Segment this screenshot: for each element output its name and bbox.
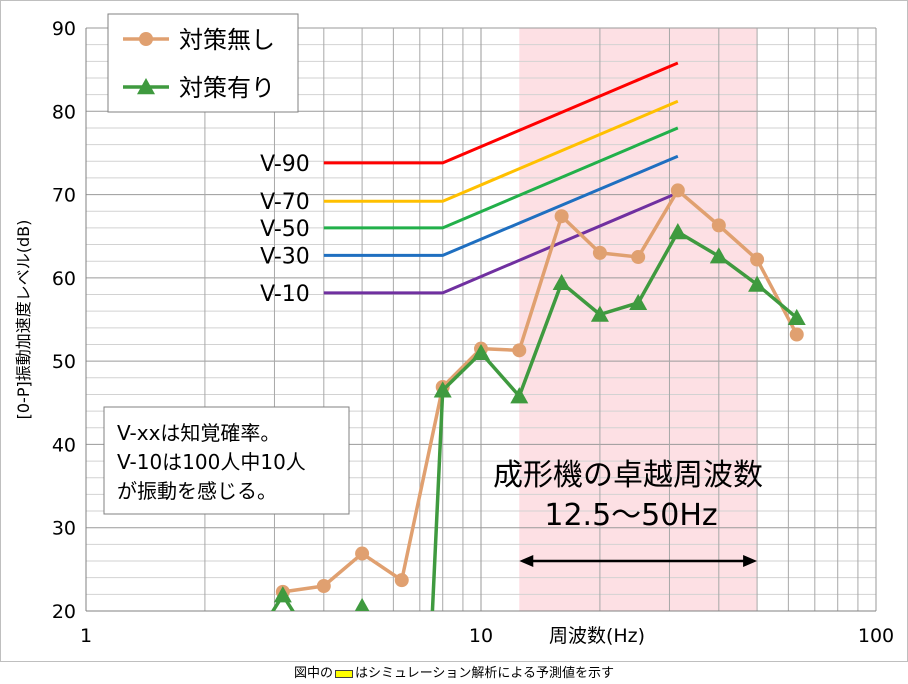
ref-line-v-50 <box>323 126 679 230</box>
data-point <box>670 183 685 198</box>
y-tick-label: 40 <box>52 434 76 456</box>
legend-label: 対策無し <box>179 26 275 54</box>
band-title: 成形機の卓越周波数 <box>493 458 763 493</box>
band-arrow-head-right <box>743 555 758 567</box>
y-tick-label: 90 <box>52 18 76 40</box>
data-point <box>631 250 646 265</box>
series-line <box>282 188 799 594</box>
footnote: 図中の はシミュレーション解析による予測値を示す <box>0 662 908 681</box>
ref-line-v-10 <box>323 191 679 295</box>
chart-frame: 20 30 40 50 60 70 80 90 1 10 100 周波数(Hz) [0-P]振動加速度レ… <box>0 0 908 662</box>
data-point <box>433 381 452 398</box>
y-tick-label: 50 <box>52 351 76 373</box>
band-range: 12.5～50Hz <box>544 498 717 533</box>
frequency-band <box>519 28 758 611</box>
legend-box <box>107 13 299 113</box>
ref-line-v-30 <box>323 154 679 257</box>
data-point <box>787 308 806 326</box>
series-1 <box>270 223 806 611</box>
data-point <box>554 209 569 224</box>
ref-label-v-90: V-90 <box>260 152 310 177</box>
data-point <box>668 223 687 240</box>
y-axis-title: [0-P]振動加速度レベル(dB) <box>14 220 33 420</box>
data-point <box>512 343 527 358</box>
x-tick-label: 10 <box>469 625 493 647</box>
y-tick-label: 30 <box>52 518 76 540</box>
ref-line-v-70 <box>323 99 679 203</box>
data-point <box>510 387 529 404</box>
data-point <box>472 343 490 361</box>
data-point <box>592 245 607 260</box>
legend-marker <box>137 78 155 95</box>
data-point <box>709 247 728 264</box>
data-point <box>789 327 804 342</box>
data-point <box>711 218 726 233</box>
data-point <box>316 579 331 594</box>
ref-label-v-30: V-30 <box>260 244 310 269</box>
ref-label-v-70: V-70 <box>260 190 310 215</box>
x-tick-label: 100 <box>858 625 894 647</box>
ref-label-v-10: V-10 <box>260 282 310 307</box>
note-line: V-xxは知覚確率。 <box>117 421 280 445</box>
footnote-before: 図中の <box>293 666 333 681</box>
band-arrow-head-left <box>519 555 534 567</box>
note-line: V-10は100人中10人 <box>117 450 306 474</box>
data-point <box>394 573 409 588</box>
legend-label: 対策有り <box>179 74 275 102</box>
y-tick-label: 20 <box>52 601 76 623</box>
footnote-swatch <box>334 669 353 678</box>
data-point <box>354 597 370 611</box>
ref-line-v-90 <box>323 61 679 165</box>
data-point <box>590 305 609 322</box>
x-axis-title: 周波数(Hz) <box>549 625 645 647</box>
data-point <box>748 275 767 292</box>
y-tick-label: 60 <box>52 268 76 290</box>
y-tick-label: 80 <box>52 101 76 123</box>
note-line: が振動を感じる。 <box>117 479 277 503</box>
note-box <box>103 406 350 515</box>
legend-marker <box>139 32 153 46</box>
ref-label-v-50: V-50 <box>260 217 310 242</box>
y-tick-label: 70 <box>52 185 76 207</box>
data-point <box>629 293 648 311</box>
chart-svg: 20 30 40 50 60 70 80 90 1 10 100 周波数(Hz) [0-P]振動加速度レ… <box>14 13 894 647</box>
data-point <box>750 252 765 267</box>
data-point <box>273 586 292 603</box>
footnote-after: はシミュレーション解析による予測値を示す <box>354 666 615 681</box>
x-tick-label: 1 <box>80 625 92 647</box>
data-point <box>355 546 370 561</box>
data-point <box>552 273 571 291</box>
